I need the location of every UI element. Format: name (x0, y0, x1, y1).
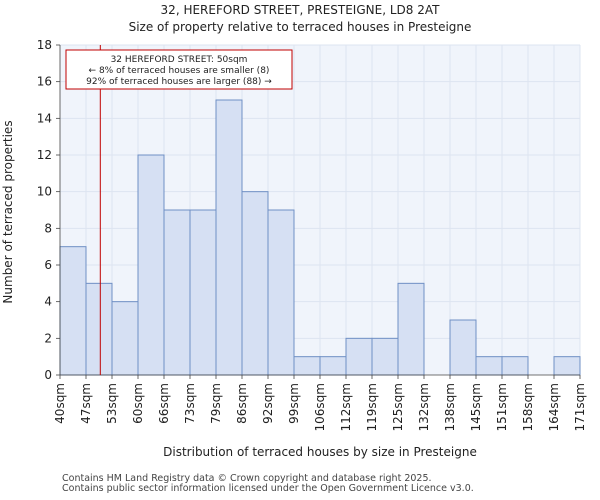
y-tick-label: 2 (44, 331, 52, 345)
x-tick-label-86sqm: 86sqm (235, 383, 249, 424)
bar-53sqm (111, 301, 139, 376)
x-axis-label: Distribution of terraced houses by size … (163, 445, 477, 459)
bar-40sqm (59, 246, 87, 376)
x-tick-label-53sqm: 53sqm (105, 383, 119, 424)
x-tick-label-151sqm: 151sqm (495, 383, 509, 431)
annotation-box: 32 HEREFORD STREET: 50sqm ← 8% of terrac… (65, 49, 293, 90)
x-tick-label-73sqm: 73sqm (183, 383, 197, 424)
chart-title: 32, HEREFORD STREET, PRESTEIGNE, LD8 2AT (161, 3, 441, 17)
bar-79sqm (215, 99, 243, 376)
x-tick-label-99sqm: 99sqm (287, 383, 301, 424)
bar-99sqm (293, 356, 321, 376)
chart-subtitle: Size of property relative to terraced ho… (129, 20, 472, 34)
bar-138sqm (449, 319, 477, 376)
bar-92sqm (267, 209, 295, 376)
x-tick-label-171sqm: 171sqm (573, 383, 587, 431)
x-tick-label-138sqm: 138sqm (443, 383, 457, 431)
footer-line-2: Contains public sector information licen… (62, 483, 474, 494)
bar-106sqm (319, 356, 347, 376)
bar-151sqm (501, 356, 529, 376)
y-tick-label: 10 (37, 185, 52, 199)
bars (59, 99, 581, 376)
y-tick-label: 18 (37, 38, 52, 52)
x-tick-label-119sqm: 119sqm (365, 383, 379, 431)
bar-125sqm (397, 282, 425, 376)
bar-66sqm (163, 209, 191, 376)
x-tick-label-92sqm: 92sqm (261, 383, 275, 424)
bar-60sqm (137, 154, 165, 376)
x-tick-label-164sqm: 164sqm (547, 383, 561, 431)
bar-86sqm (241, 191, 269, 376)
x-tick-label-112sqm: 112sqm (339, 383, 353, 431)
footer-line-1: Contains HM Land Registry data © Crown c… (62, 473, 432, 484)
bar-119sqm (371, 337, 399, 376)
x-tick-label-66sqm: 66sqm (157, 383, 171, 424)
bar-47sqm (85, 282, 113, 376)
y-axis-label: Number of terraced properties (1, 120, 15, 303)
bar-112sqm (345, 337, 373, 376)
y-tick-label: 4 (44, 295, 52, 309)
y-tick-label: 12 (37, 148, 52, 162)
y-tick-label: 8 (44, 221, 52, 235)
annotation-line-1: 32 HEREFORD STREET: 50sqm (111, 55, 248, 65)
x-tick-label-125sqm: 125sqm (391, 383, 405, 431)
x-tick-label-40sqm: 40sqm (53, 383, 67, 424)
annotation-line-2: ← 8% of terraced houses are smaller (8) (89, 66, 270, 76)
x-tick-label-132sqm: 132sqm (417, 383, 431, 431)
y-axis-ticks: 0 2 4 6 8 10 12 14 16 18 (37, 38, 60, 382)
annotation-line-3: 92% of terraced houses are larger (88) → (86, 77, 272, 87)
y-tick-label: 14 (37, 111, 52, 125)
x-tick-label-158sqm: 158sqm (521, 383, 535, 431)
x-tick-label-106sqm: 106sqm (313, 383, 327, 431)
x-tick-label-60sqm: 60sqm (131, 383, 145, 424)
x-tick-label-47sqm: 47sqm (79, 383, 93, 424)
bar-145sqm (475, 356, 503, 376)
bar-164sqm (553, 356, 581, 376)
y-tick-label: 6 (44, 258, 52, 272)
x-tick-label-79sqm: 79sqm (209, 383, 223, 424)
bar-73sqm (189, 209, 217, 376)
x-tick-label-145sqm: 145sqm (469, 383, 483, 431)
x-axis-ticks: 40sqm 47sqm 53sqm 60sqm 66sqm 73sqm 79sqm 86sqm… (53, 375, 587, 431)
y-tick-label: 0 (44, 368, 52, 382)
y-tick-label: 16 (37, 75, 52, 89)
